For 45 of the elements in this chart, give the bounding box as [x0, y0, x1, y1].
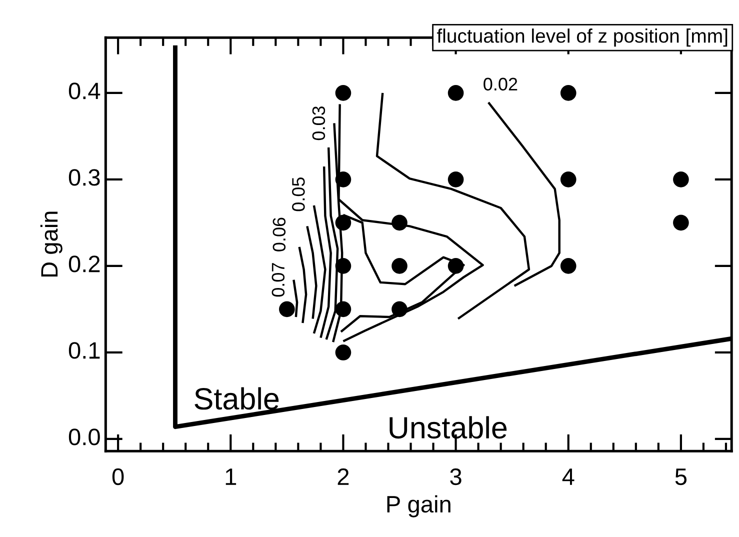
line-series — [298, 246, 308, 324]
point — [560, 258, 576, 274]
point — [673, 214, 689, 231]
y-tick-label: 0.2 — [68, 256, 100, 272]
point — [279, 301, 295, 318]
point — [392, 258, 408, 274]
y-tick-label: 0.1 — [68, 342, 100, 359]
point — [448, 258, 464, 274]
y-tick-label: 0.0 — [68, 428, 100, 446]
point — [335, 85, 352, 101]
point — [673, 172, 689, 188]
point — [448, 85, 464, 101]
y-tick-label: 0.3 — [68, 169, 100, 186]
text: 0.06 — [272, 218, 286, 252]
point — [335, 344, 352, 360]
point — [335, 301, 352, 318]
line-series — [320, 165, 332, 339]
x-tick-label: 2 — [338, 468, 349, 485]
line-series — [306, 225, 318, 320]
annotation: fluctuation level of z position [mm] — [436, 28, 728, 47]
x-tick-label: 0 — [112, 468, 124, 486]
point — [392, 214, 408, 231]
point — [335, 214, 352, 231]
line-series — [376, 92, 530, 320]
point — [448, 172, 464, 188]
y-tick-label: 0.4 — [68, 82, 100, 100]
line-series — [487, 101, 560, 287]
x-tick-label: 5 — [675, 468, 687, 486]
text: 0.03 — [312, 106, 326, 140]
text: 0.05 — [292, 177, 305, 212]
x-tick-label: 3 — [450, 468, 462, 486]
point — [560, 85, 576, 101]
annotation: Unstable — [390, 416, 507, 439]
y-axis-title: D gain — [40, 212, 62, 277]
point — [335, 172, 352, 188]
x-axis-title: P gain — [387, 495, 450, 518]
line-series — [312, 204, 326, 335]
annotation: Stable — [194, 387, 279, 410]
x-tick-label: 4 — [562, 468, 574, 485]
series-label: 0.02 — [484, 78, 518, 91]
x-tick-label: 1 — [226, 468, 236, 485]
point — [560, 172, 576, 188]
text: 0.07 — [272, 263, 285, 297]
point — [392, 301, 408, 318]
point — [335, 258, 352, 274]
